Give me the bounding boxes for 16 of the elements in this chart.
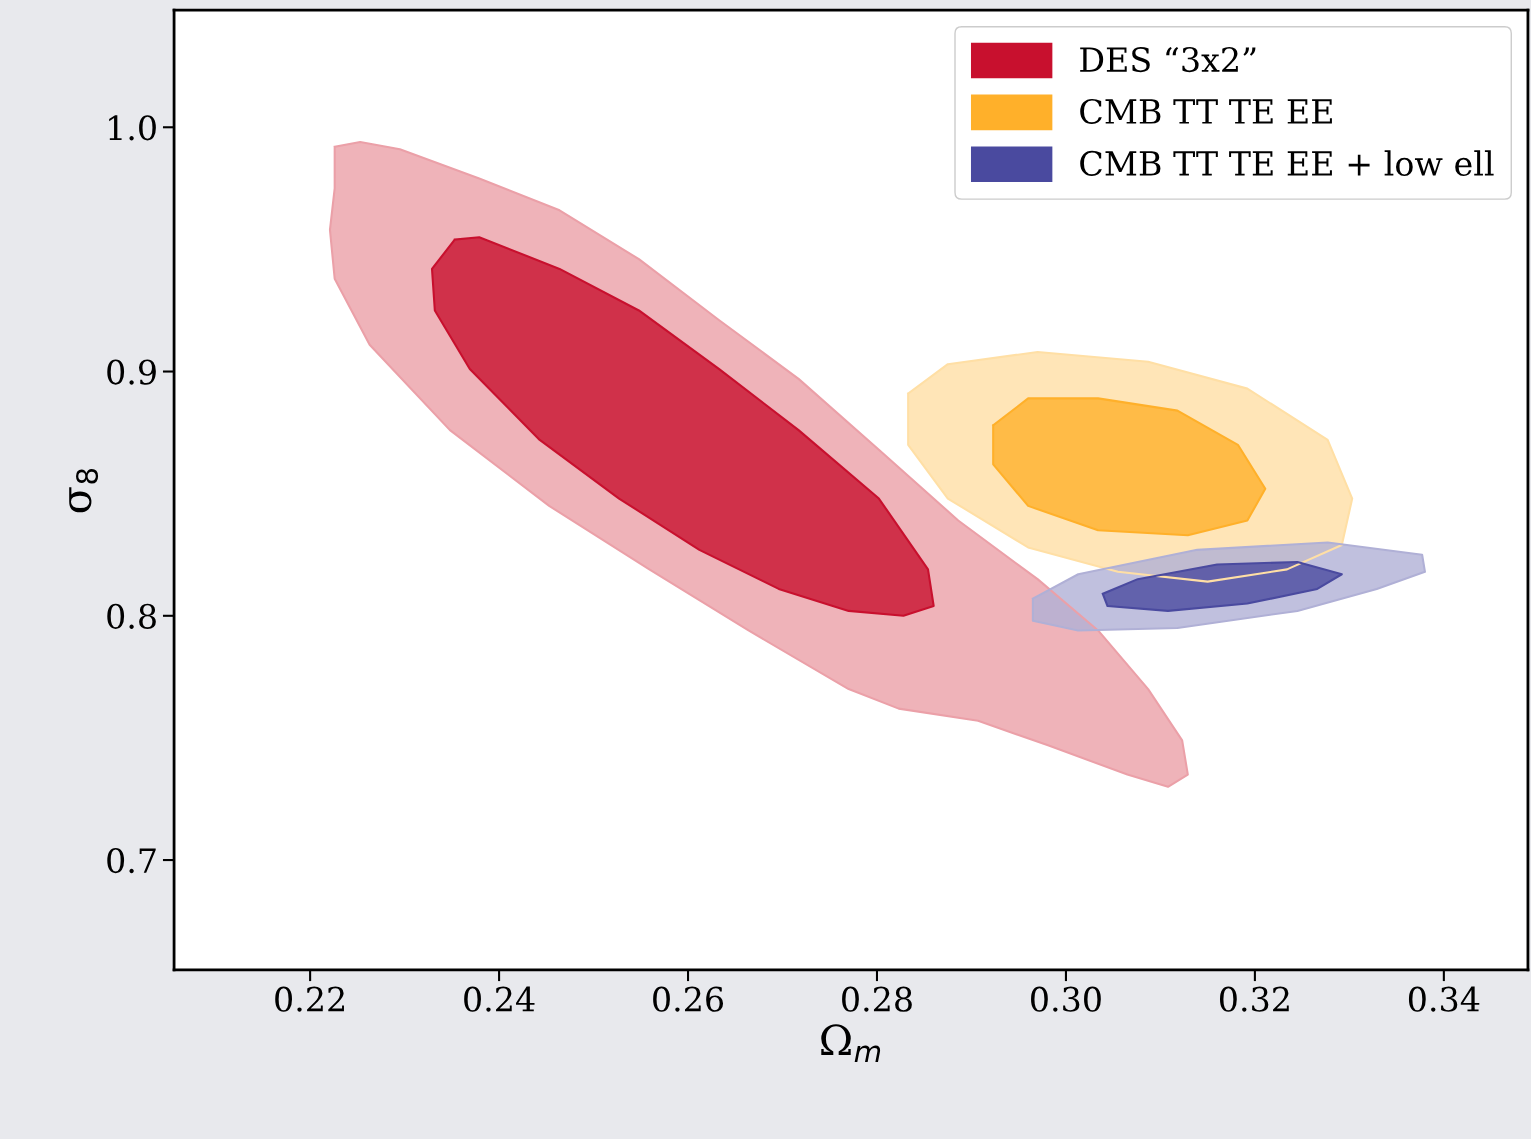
x-tick-label: 0.26: [653, 986, 724, 1012]
y-tick-label: 0.7: [107, 847, 156, 874]
y-tick-label: 1.0: [109, 115, 156, 141]
x-tick-label: 0.30: [1031, 986, 1101, 1012]
legend-label: CMB TT TE EE + low ell: [1080, 150, 1494, 177]
y-tick-label: 0.8: [107, 603, 156, 629]
x-tick-label: 0.34: [1408, 986, 1480, 1012]
y-tick-label: 0.9: [107, 359, 156, 385]
legend-label: DES “3x2”: [1080, 46, 1256, 73]
x-tick-label: 0.28: [842, 986, 912, 1012]
x-tick-label: 0.32: [1219, 986, 1289, 1012]
legend-label: CMB TT TE EE: [1080, 98, 1332, 125]
x-tick-label: 0.24: [464, 986, 535, 1012]
y-axis-title: σ$_{8}$: [69, 468, 99, 513]
x-axis-title: Ω$_{m}$: [821, 1024, 881, 1062]
x-tick-label: 0.22: [275, 986, 344, 1012]
